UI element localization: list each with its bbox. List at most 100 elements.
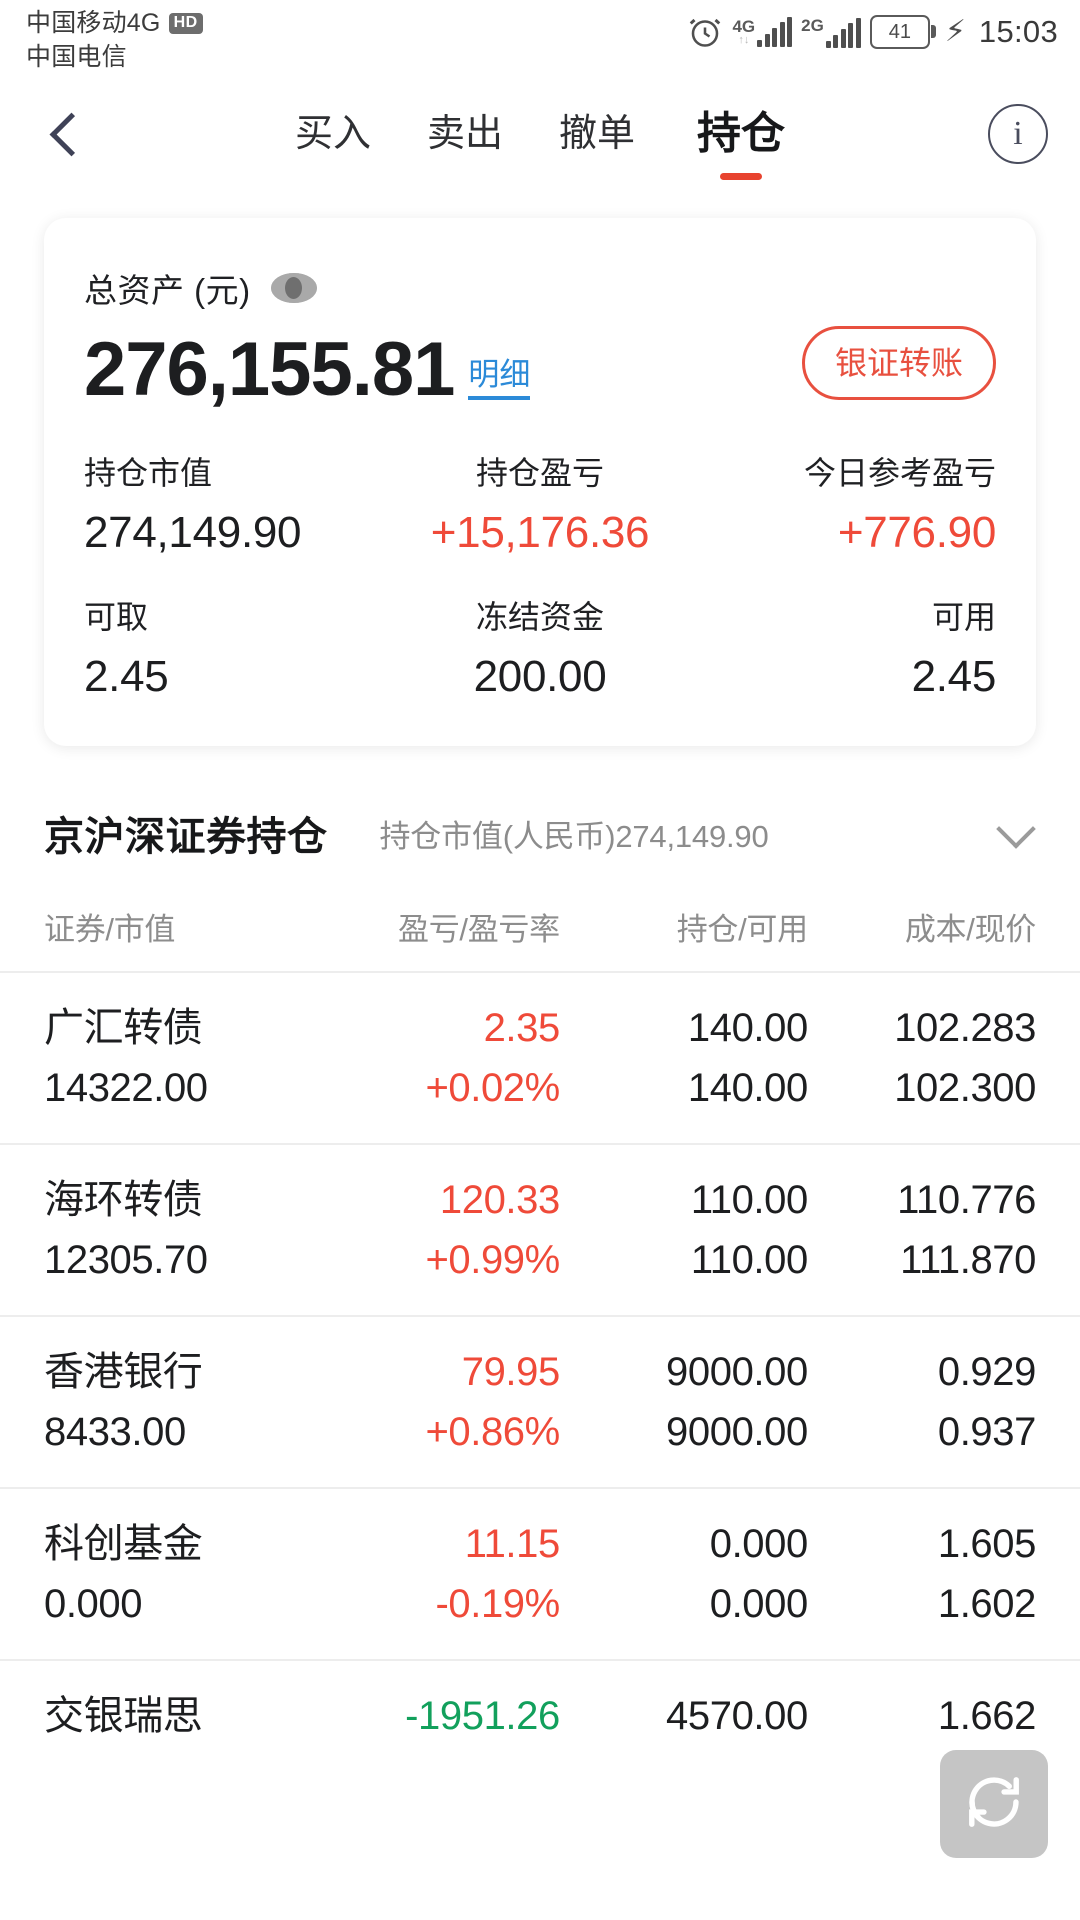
tab-sell-label: 卖出 <box>426 113 503 155</box>
row-market-value: 12305.70 <box>44 1238 208 1282</box>
stat-frozen-funds-label: 冻结资金 <box>475 599 604 635</box>
tab-positions-label: 持仓 <box>697 109 786 158</box>
battery-icon: 41 <box>869 15 936 49</box>
row-cost: 1.662 <box>937 1694 1037 1738</box>
table-row[interactable]: 海环转债 120.33 110.00 110.776 12305.70 +0.9… <box>0 1143 1080 1315</box>
detail-link[interactable]: 明细 <box>468 356 531 400</box>
total-assets-value: 276,155.81 <box>84 327 455 412</box>
asset-stats-grid: 持仓市值 274,149.90 持仓盈亏 +15,176.36 今日参考盈亏 +… <box>84 452 996 706</box>
status-bar: 中国移动4G HD 中国电信 4G ↑↓ 2G <box>0 0 1080 78</box>
stat-position-pnl: 持仓盈亏 +15,176.36 <box>388 452 692 562</box>
column-header-pnl: 盈亏/盈亏率 <box>398 912 560 947</box>
stat-today-pnl-amount: +776.90 <box>837 508 996 557</box>
table-row[interactable]: 香港银行 79.95 9000.00 0.929 8433.00 +0.86% … <box>0 1315 1080 1487</box>
row-market-value: 14322.00 <box>44 1066 208 1110</box>
row-available: 140.00 <box>687 1066 808 1110</box>
column-header-position: 持仓/可用 <box>676 912 808 947</box>
hd-badge: HD <box>168 12 203 34</box>
trade-tabs: 买入 卖出 撤单 持仓 <box>118 109 968 180</box>
column-header-security: 证券/市值 <box>44 912 176 947</box>
positions-table: 证券/市值 盈亏/盈亏率 持仓/可用 成本/现价 广汇转债 2.35 140.0… <box>0 904 1080 1771</box>
row-cost: 0.929 <box>937 1350 1037 1394</box>
asset-summary-card: 总资产 (元) 276,155.81 明细 银证转账 持仓市值 274,149.… <box>44 218 1036 746</box>
total-assets-label: 总资产 (元) <box>84 272 251 309</box>
tab-buy[interactable]: 买入 <box>267 110 399 158</box>
eye-icon[interactable] <box>270 273 317 303</box>
table-row[interactable]: 广汇转债 2.35 140.00 102.283 14322.00 +0.02%… <box>0 971 1080 1143</box>
tab-active-underline <box>720 173 763 180</box>
top-navigation-bar: 买入 卖出 撤单 持仓 i <box>0 78 1080 190</box>
stat-today-pnl-label: 今日参考盈亏 <box>803 455 996 491</box>
row-price: 0.937 <box>937 1410 1037 1454</box>
row-security-name: 科创基金 <box>44 1522 203 1566</box>
table-row[interactable]: 科创基金 11.15 0.000 1.605 0.000 -0.19% 0.00… <box>0 1487 1080 1659</box>
stat-market-value-label: 持仓市值 <box>84 455 213 491</box>
carrier-primary-line: 中国移动4G HD <box>26 8 203 38</box>
chevron-left-icon <box>49 112 94 156</box>
stat-withdrawable: 可取 2.45 <box>84 596 388 706</box>
row-security-name: 广汇转债 <box>44 1006 203 1050</box>
row-cost: 102.283 <box>894 1006 1036 1050</box>
row-available: 110.00 <box>690 1238 808 1282</box>
asset-card-wrapper: 总资产 (元) 276,155.81 明细 银证转账 持仓市值 274,149.… <box>0 190 1080 746</box>
stat-available-label: 可用 <box>931 599 996 635</box>
positions-table-header: 证券/市值 盈亏/盈亏率 持仓/可用 成本/现价 <box>0 904 1080 971</box>
stat-frozen-funds: 冻结资金 200.00 <box>388 596 692 706</box>
carrier-info: 中国移动4G HD 中国电信 <box>26 8 203 72</box>
table-row[interactable]: 交银瑞思 -1951.26 4570.00 1.662 <box>0 1659 1080 1771</box>
refresh-button[interactable] <box>940 1750 1048 1858</box>
row-price: 111.870 <box>900 1238 1036 1282</box>
row-security-name: 交银瑞思 <box>44 1694 203 1738</box>
stat-available-amount: 2.45 <box>911 652 997 701</box>
row-pnl-rate: +0.99% <box>425 1238 560 1282</box>
row-market-value: 8433.00 <box>44 1410 186 1454</box>
stat-market-value: 持仓市值 274,149.90 <box>84 452 388 562</box>
column-header-cost: 成本/现价 <box>904 912 1036 947</box>
row-available: 9000.00 <box>666 1410 808 1454</box>
asset-stats-row-2: 可取 2.45 冻结资金 200.00 可用 2.45 <box>84 596 996 706</box>
tab-positions[interactable]: 持仓 <box>663 109 819 180</box>
stat-withdrawable-label: 可取 <box>84 599 149 635</box>
bank-transfer-button[interactable]: 银证转账 <box>801 326 996 400</box>
charging-bolt-icon: ⚡ <box>944 15 966 48</box>
row-position: 110.00 <box>690 1178 808 1222</box>
stat-position-pnl-amount: +15,176.36 <box>430 508 650 557</box>
row-pnl: 120.33 <box>439 1178 560 1222</box>
positions-section-header[interactable]: 京沪深证券持仓 持仓市值(人民币)274,149.90 <box>0 746 1080 862</box>
tab-sell[interactable]: 卖出 <box>399 110 531 158</box>
row-pnl: 11.15 <box>464 1522 561 1566</box>
row-price: 102.300 <box>894 1066 1036 1110</box>
row-security-name: 香港银行 <box>44 1350 203 1394</box>
row-cost: 110.776 <box>897 1178 1036 1222</box>
chevron-down-icon[interactable] <box>996 809 1036 849</box>
asset-stats-row-1: 持仓市值 274,149.90 持仓盈亏 +15,176.36 今日参考盈亏 +… <box>84 452 996 562</box>
back-button[interactable] <box>46 112 118 156</box>
signal-2g-icon: 2G <box>801 17 861 48</box>
stat-frozen-funds-amount: 200.00 <box>473 652 607 701</box>
refresh-icon <box>963 1771 1025 1838</box>
carrier-secondary-line: 中国电信 <box>26 42 203 72</box>
info-icon: i <box>988 104 1048 164</box>
row-pnl-rate: -0.19% <box>435 1582 560 1626</box>
tab-buy-label: 买入 <box>294 113 371 155</box>
total-assets-row: 276,155.81 明细 银证转账 <box>84 326 996 412</box>
alarm-clock-icon <box>687 14 723 50</box>
row-position: 4570.00 <box>666 1694 808 1738</box>
info-glyph: i <box>1013 115 1023 152</box>
carrier-secondary-label: 中国电信 <box>26 43 127 71</box>
row-available: 0.000 <box>709 1582 809 1626</box>
info-button[interactable]: i <box>968 104 1048 164</box>
row-cost: 1.605 <box>937 1522 1037 1566</box>
signal-4g-icon: 4G ↑↓ <box>732 17 793 47</box>
row-pnl: 79.95 <box>461 1350 561 1394</box>
row-pnl: -1951.26 <box>405 1694 560 1738</box>
stat-today-pnl: 今日参考盈亏 +776.90 <box>692 452 996 562</box>
row-position: 140.00 <box>687 1006 808 1050</box>
row-pnl-rate: +0.86% <box>425 1410 560 1454</box>
positions-section-subtitle: 持仓市值(人民币)274,149.90 <box>379 818 769 854</box>
tab-cancel-order-label: 撤单 <box>559 113 636 155</box>
battery-level-label: 41 <box>888 21 911 43</box>
tab-cancel-order[interactable]: 撤单 <box>531 110 663 158</box>
stat-market-value-amount: 274,149.90 <box>84 508 302 557</box>
